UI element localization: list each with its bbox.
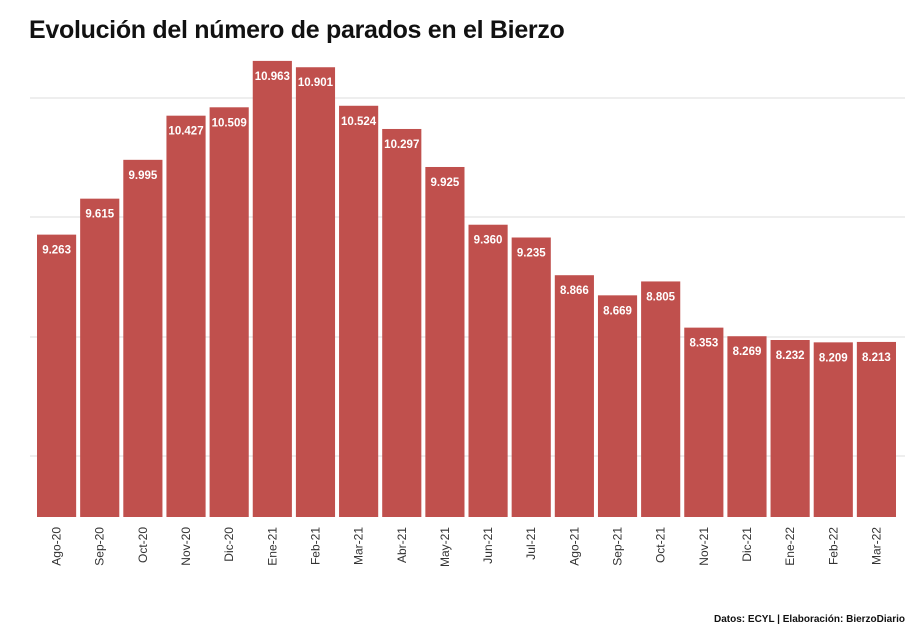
x-tick-Dic-21: Dic-21 bbox=[740, 527, 754, 562]
bar-Mar-22 bbox=[856, 341, 896, 517]
value-label-Mar-22: 8.213 bbox=[862, 352, 891, 364]
value-label-Nov-20: 10.427 bbox=[168, 126, 203, 138]
bar-Mar-21 bbox=[339, 105, 379, 518]
x-tick-Feb-22: Feb-22 bbox=[826, 527, 840, 565]
value-label-Oct-20: 9.995 bbox=[128, 170, 157, 182]
x-tick-Ago-20: Ago-20 bbox=[50, 527, 64, 566]
value-labels: 9.263 9.615 9.995 10.427 10.509 10.963 10.901 1… bbox=[42, 71, 891, 364]
value-label-Ago-20: 9.263 bbox=[42, 245, 71, 257]
value-label-Abr-21: 10.297 bbox=[384, 139, 419, 151]
value-label-Ene-21: 10.963 bbox=[255, 71, 290, 83]
x-tick-Ago-21: Ago-21 bbox=[567, 527, 581, 566]
x-tick-May-21: May-21 bbox=[438, 527, 452, 567]
value-label-May-21: 9.925 bbox=[431, 177, 460, 189]
bar-Dic-21 bbox=[727, 336, 767, 517]
bar-Sep-21 bbox=[597, 295, 638, 517]
value-label-Mar-21: 10.524 bbox=[341, 116, 377, 128]
bar-Ene-21 bbox=[252, 60, 292, 518]
x-tick-Feb-21: Feb-21 bbox=[308, 527, 322, 565]
x-tick-Ene-21: Ene-21 bbox=[265, 527, 279, 566]
x-tick-Oct-21: Oct-21 bbox=[654, 527, 668, 563]
value-label-Dic-20: 10.509 bbox=[212, 117, 247, 129]
bars bbox=[37, 60, 896, 518]
value-label-Sep-21: 8.669 bbox=[603, 305, 632, 317]
x-tick-Sep-20: Sep-20 bbox=[93, 527, 107, 566]
bar-Abr-21 bbox=[382, 128, 422, 517]
x-tick-labels: Ago-20 Sep-20 Oct-20 Nov-20 Dic-20 Ene-21 Feb-… bbox=[50, 527, 884, 567]
value-label-Nov-21: 8.353 bbox=[689, 338, 718, 350]
bar-Ene-22 bbox=[770, 340, 810, 517]
value-label-Feb-22: 8.209 bbox=[819, 352, 848, 364]
x-tick-Ene-22: Ene-22 bbox=[783, 527, 797, 566]
bar-Feb-21 bbox=[295, 67, 336, 518]
value-label-Ago-21: 8.866 bbox=[560, 285, 589, 297]
bar-Ago-21 bbox=[554, 275, 594, 517]
x-tick-Abr-21: Abr-21 bbox=[395, 527, 409, 563]
x-tick-Oct-20: Oct-20 bbox=[136, 527, 150, 563]
bar-Ago-20 bbox=[37, 234, 77, 517]
x-tick-Nov-20: Nov-20 bbox=[179, 527, 193, 566]
x-tick-Sep-21: Sep-21 bbox=[611, 527, 625, 566]
bar-Oct-20 bbox=[123, 159, 163, 517]
value-label-Dic-21: 8.269 bbox=[733, 346, 762, 358]
x-tick-Nov-21: Nov-21 bbox=[697, 527, 711, 566]
x-tick-Jul-21: Jul-21 bbox=[524, 527, 538, 560]
bar-Oct-21 bbox=[641, 281, 681, 517]
value-label-Jun-21: 9.360 bbox=[474, 235, 503, 247]
bar-Sep-20 bbox=[80, 198, 120, 517]
bar-Jul-21 bbox=[511, 237, 551, 517]
bar-Nov-20 bbox=[166, 115, 206, 518]
value-label-Ene-22: 8.232 bbox=[776, 350, 805, 362]
value-label-Feb-21: 10.901 bbox=[298, 77, 334, 89]
x-tick-Jun-21: Jun-21 bbox=[481, 527, 495, 564]
x-tick-Mar-22: Mar-22 bbox=[869, 527, 883, 565]
value-label-Oct-21: 8.805 bbox=[646, 291, 675, 303]
bar-Feb-22 bbox=[813, 342, 853, 517]
bar-May-21 bbox=[425, 166, 465, 518]
source-credit: Datos: ECYL | Elaboración: BierzoDiario bbox=[714, 614, 905, 625]
bar-Nov-21 bbox=[684, 327, 724, 517]
value-label-Jul-21: 9.235 bbox=[517, 248, 546, 260]
value-label-Sep-20: 9.615 bbox=[85, 209, 114, 221]
bar-Jun-21 bbox=[468, 224, 508, 517]
x-tick-Mar-21: Mar-21 bbox=[352, 527, 366, 565]
bar-Dic-20 bbox=[209, 107, 249, 518]
x-tick-Dic-20: Dic-20 bbox=[222, 527, 236, 562]
chart-title: Evolución del número de parados en el Bi… bbox=[29, 16, 565, 44]
